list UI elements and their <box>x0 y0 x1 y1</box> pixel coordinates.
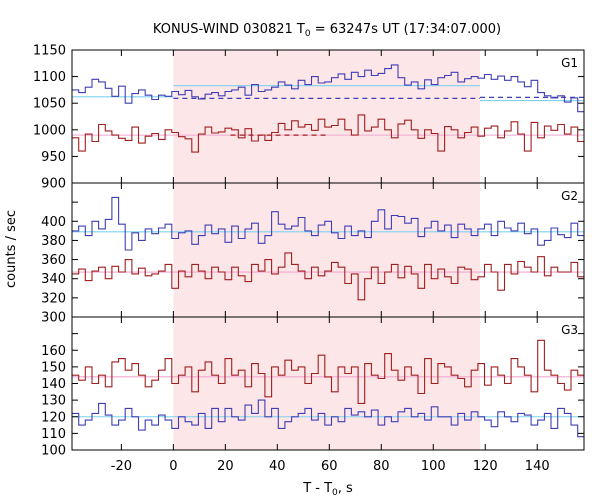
y-tick-label: 360 <box>41 253 66 268</box>
y-tick-label: 140 <box>41 377 66 392</box>
x-tick-label: 60 <box>321 459 338 474</box>
y-tick-label: 900 <box>41 177 66 192</box>
panels-group: 900 950 1000 1050 1100 1150 G1 300 320 340 360 380 4… <box>33 44 585 459</box>
y-tick-label: 400 <box>41 215 66 230</box>
y-tick-label: 1150 <box>33 44 66 59</box>
x-axis-title: T - T0, s <box>302 481 353 498</box>
x-tick-label: 80 <box>373 459 390 474</box>
y-tick-label: 150 <box>41 360 66 375</box>
y-tick-label: 120 <box>41 410 66 425</box>
y-tick-label: 380 <box>41 234 66 249</box>
step-series-red <box>72 114 584 153</box>
y-tick-label: 1050 <box>33 97 66 112</box>
series-group <box>72 196 584 301</box>
panel-label: G3 <box>561 323 578 337</box>
panel-label: G1 <box>561 56 578 70</box>
x-tick-label: 0 <box>169 459 177 474</box>
panel-label: G2 <box>561 189 578 203</box>
y-tick-label: 950 <box>41 150 66 165</box>
x-tick-label: 100 <box>421 459 446 474</box>
x-tick-label: 140 <box>525 459 550 474</box>
y-axis-title: counts / sec <box>4 210 19 288</box>
x-axis-ticks: -20 0 20 40 60 80 100 120 140 <box>111 459 550 474</box>
x-tick-label: 40 <box>269 459 286 474</box>
step-series-red <box>72 252 584 301</box>
chart-title: KONUS-WIND 030821 T0 = 63247s UT (17:34:… <box>153 22 501 39</box>
highlight-interval <box>173 50 481 183</box>
panel-g2: 300 320 340 360 380 400 G2 <box>41 182 585 326</box>
panel-g1: 900 950 1000 1050 1100 1150 G1 <box>33 44 585 192</box>
y-tick-label: 1000 <box>33 123 66 138</box>
chart-title-subscript: 0 <box>305 29 311 39</box>
y-tick-label: 340 <box>41 272 66 287</box>
chart-title-main: KONUS-WIND 030821 T <box>153 22 305 37</box>
x-axis-title-subscript: 0 <box>332 488 338 498</box>
y-tick-label: 130 <box>41 394 66 409</box>
y-tick-label: 300 <box>41 311 66 326</box>
series-group <box>72 339 584 438</box>
y-tick-label: 1100 <box>33 70 66 85</box>
x-tick-label: 120 <box>473 459 498 474</box>
y-tick-label: 320 <box>41 291 66 306</box>
x-axis-title-main: T - T <box>302 481 332 496</box>
step-series-red <box>72 339 584 404</box>
y-tick-label: 100 <box>41 444 66 459</box>
step-series-blue <box>72 196 584 251</box>
y-tick-label: 160 <box>41 344 66 359</box>
highlight-interval <box>173 183 481 317</box>
series-group <box>72 64 584 153</box>
x-tick-label: -20 <box>111 459 132 474</box>
y-tick-label: 110 <box>41 427 66 442</box>
step-series-blue <box>72 399 584 438</box>
x-tick-label: 20 <box>217 459 234 474</box>
x-axis-title-rest: , s <box>338 481 353 496</box>
chart-title-rest: = 63247s UT (17:34:07.000) <box>311 22 501 37</box>
step-series-blue <box>72 64 584 113</box>
